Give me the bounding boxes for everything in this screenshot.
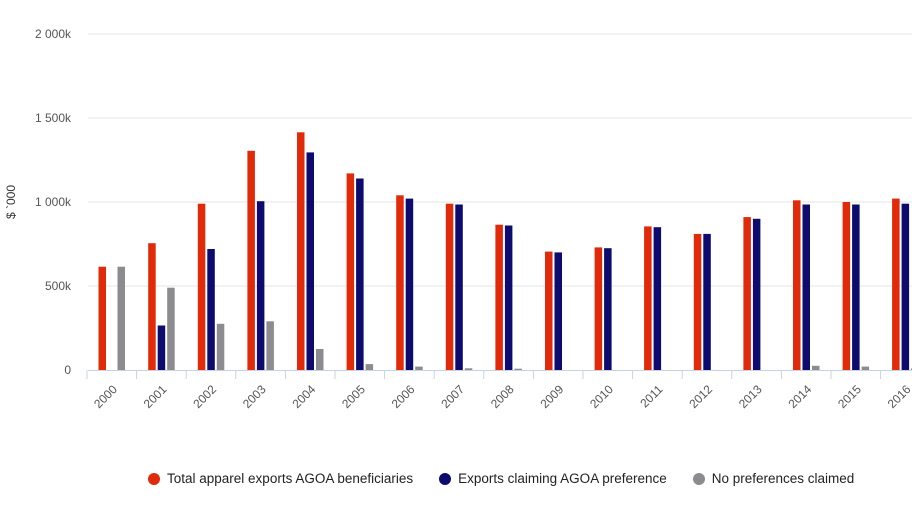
legend-item-claiming-preference[interactable]: Exports claiming AGOA preference bbox=[439, 471, 667, 486]
y-tick-label: 2 000k bbox=[35, 27, 72, 41]
legend-item-no-preferences[interactable]: No preferences claimed bbox=[692, 471, 855, 486]
bar[interactable] bbox=[117, 266, 126, 370]
bar[interactable] bbox=[545, 251, 553, 370]
legend: Total apparel exports AGOA beneficiaries… bbox=[148, 471, 854, 486]
x-axis-tick-labels: 2000 2001 2002 2003 2004 2005 2006 2007 2008 2009… bbox=[91, 382, 912, 411]
y-tick-label: 1 000k bbox=[35, 195, 72, 209]
bar[interactable] bbox=[216, 323, 225, 370]
bar[interactable] bbox=[852, 204, 860, 371]
y-tick-label: 0 bbox=[64, 363, 71, 377]
bar[interactable] bbox=[504, 225, 513, 371]
bar[interactable] bbox=[167, 287, 175, 370]
bar[interactable] bbox=[644, 226, 652, 370]
legend-label: No preferences claimed bbox=[711, 471, 855, 486]
y-tick-label: 500k bbox=[45, 279, 72, 293]
x-tick-label: 2004 bbox=[290, 382, 319, 411]
bar[interactable] bbox=[802, 204, 811, 371]
x-tick-label: 2007 bbox=[438, 382, 467, 411]
bar[interactable] bbox=[455, 204, 463, 371]
bar[interactable] bbox=[464, 368, 473, 370]
bar[interactable] bbox=[892, 198, 900, 370]
bar[interactable] bbox=[415, 366, 423, 370]
bar[interactable] bbox=[365, 364, 374, 370]
bar[interactable] bbox=[197, 203, 206, 370]
x-tick-label: 2010 bbox=[587, 382, 616, 411]
x-tick-label: 2000 bbox=[91, 382, 120, 411]
bar[interactable] bbox=[316, 349, 324, 370]
bar[interactable] bbox=[297, 132, 305, 370]
bar[interactable] bbox=[396, 195, 404, 370]
bar[interactable] bbox=[495, 224, 503, 370]
bar[interactable] bbox=[653, 227, 662, 370]
x-tick-label: 2012 bbox=[686, 382, 715, 411]
bar[interactable] bbox=[793, 200, 801, 370]
bar[interactable] bbox=[266, 321, 274, 370]
bar[interactable] bbox=[346, 173, 355, 370]
y-tick-label: 1 500k bbox=[35, 111, 72, 125]
bar[interactable] bbox=[812, 365, 820, 370]
x-tick-label: 2003 bbox=[240, 382, 269, 411]
bar[interactable] bbox=[752, 218, 761, 370]
bar[interactable] bbox=[207, 249, 215, 370]
legend-item-total-apparel[interactable]: Total apparel exports AGOA beneficiaries bbox=[148, 471, 413, 486]
x-tick-label: 2005 bbox=[339, 382, 368, 411]
bar[interactable] bbox=[405, 198, 414, 370]
bar[interactable] bbox=[514, 368, 522, 370]
bar[interactable] bbox=[703, 233, 711, 370]
bar[interactable] bbox=[306, 152, 315, 370]
bar[interactable] bbox=[554, 252, 563, 370]
bars bbox=[98, 132, 912, 371]
bar[interactable] bbox=[256, 201, 265, 370]
x-tick-label: 2001 bbox=[141, 382, 170, 411]
legend-marker bbox=[692, 472, 705, 485]
y-axis-tick-labels: 0 500k 1 000k 1 500k 2 000k bbox=[35, 27, 72, 377]
x-tick-label: 2014 bbox=[786, 382, 815, 411]
bar[interactable] bbox=[594, 247, 603, 370]
x-tick-label: 2002 bbox=[190, 382, 219, 411]
bar[interactable] bbox=[157, 325, 166, 371]
x-axis-ticks bbox=[86, 370, 882, 379]
bar[interactable] bbox=[604, 248, 612, 370]
bar[interactable] bbox=[356, 178, 364, 371]
bar[interactable] bbox=[842, 202, 851, 370]
legend-marker bbox=[148, 472, 160, 485]
bar[interactable] bbox=[861, 366, 870, 370]
x-tick-label: 2011 bbox=[637, 382, 665, 410]
legend-marker bbox=[439, 472, 452, 485]
bar[interactable] bbox=[743, 217, 751, 370]
x-tick-label: 2016 bbox=[885, 382, 912, 411]
bar[interactable] bbox=[693, 233, 702, 370]
bar[interactable] bbox=[98, 266, 107, 370]
legend-label: Exports claiming AGOA preference bbox=[458, 471, 667, 486]
x-tick-label: 2009 bbox=[538, 382, 567, 411]
x-tick-label: 2013 bbox=[736, 382, 765, 411]
x-tick-label: 2006 bbox=[389, 382, 418, 411]
x-tick-label: 2008 bbox=[488, 382, 517, 411]
legend-label: Total apparel exports AGOA beneficiaries bbox=[167, 471, 414, 486]
bar[interactable] bbox=[148, 243, 156, 370]
y-axis-label: $ `000 bbox=[4, 185, 18, 219]
bar[interactable] bbox=[901, 203, 910, 370]
bar[interactable] bbox=[247, 150, 255, 370]
bar[interactable] bbox=[445, 203, 454, 370]
x-tick-label: 2015 bbox=[835, 382, 864, 411]
